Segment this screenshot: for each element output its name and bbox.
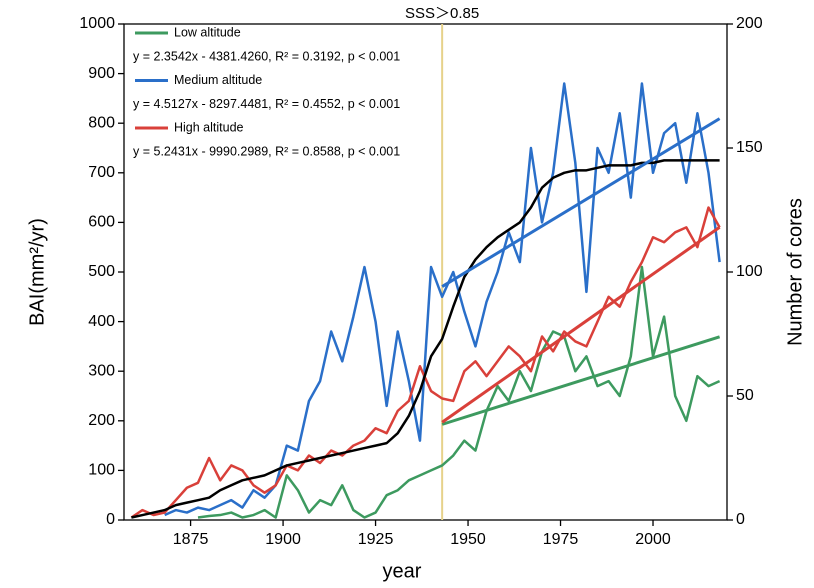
y2-tick-label: 50 (736, 387, 754, 404)
y-tick-label: 600 (88, 214, 115, 231)
x-tick-label: 1975 (543, 531, 579, 548)
legend-label: Low altitude (174, 25, 241, 39)
legend-label: High altitude (174, 120, 244, 134)
fit-equation: y = 2.3542x - 4381.4260, R² = 0.3192, p … (133, 49, 400, 63)
fit-equation: y = 4.5127x - 8297.4481, R² = 0.4552, p … (133, 97, 400, 111)
data-line (197, 265, 721, 519)
y-tick-label: 200 (88, 412, 115, 429)
x-tick-label: 1950 (450, 531, 486, 548)
y2-tick-label: 100 (736, 263, 763, 280)
fit-line (441, 225, 721, 424)
fit-line (441, 335, 721, 426)
y-tick-label: 100 (88, 462, 115, 479)
y-tick-label: 500 (88, 263, 115, 280)
y-tick-label: 900 (88, 65, 115, 82)
x-axis-label: year (383, 560, 422, 582)
y-tick-label: 700 (88, 164, 115, 181)
y2-tick-label: 200 (736, 15, 763, 32)
x-tick-label: 1875 (173, 531, 209, 548)
y-tick-label: 0 (106, 511, 115, 528)
fit-line (441, 117, 721, 288)
x-tick-label: 1925 (358, 531, 394, 548)
x-tick-label: 1900 (265, 531, 301, 548)
x-tick-label: 2000 (635, 531, 671, 548)
y-tick-label: 400 (88, 313, 115, 330)
fit-equation: y = 5.2431x - 9990.2989, R² = 0.8588, p … (133, 144, 400, 158)
y-tick-label: 300 (88, 362, 115, 379)
legend-label: Medium altitude (174, 73, 262, 87)
y-axis-label: BAI(mm²/yr) (26, 218, 48, 326)
data-line (130, 206, 721, 519)
data-line (164, 82, 721, 517)
data-line (131, 159, 720, 519)
y2-tick-label: 150 (736, 139, 763, 156)
y2-tick-label: 0 (736, 511, 745, 528)
threshold-label: SSS＞0.85 (405, 5, 479, 22)
y-tick-label: 800 (88, 114, 115, 131)
y-tick-label: 1000 (79, 15, 115, 32)
y2-axis-label: Number of cores (784, 198, 806, 346)
